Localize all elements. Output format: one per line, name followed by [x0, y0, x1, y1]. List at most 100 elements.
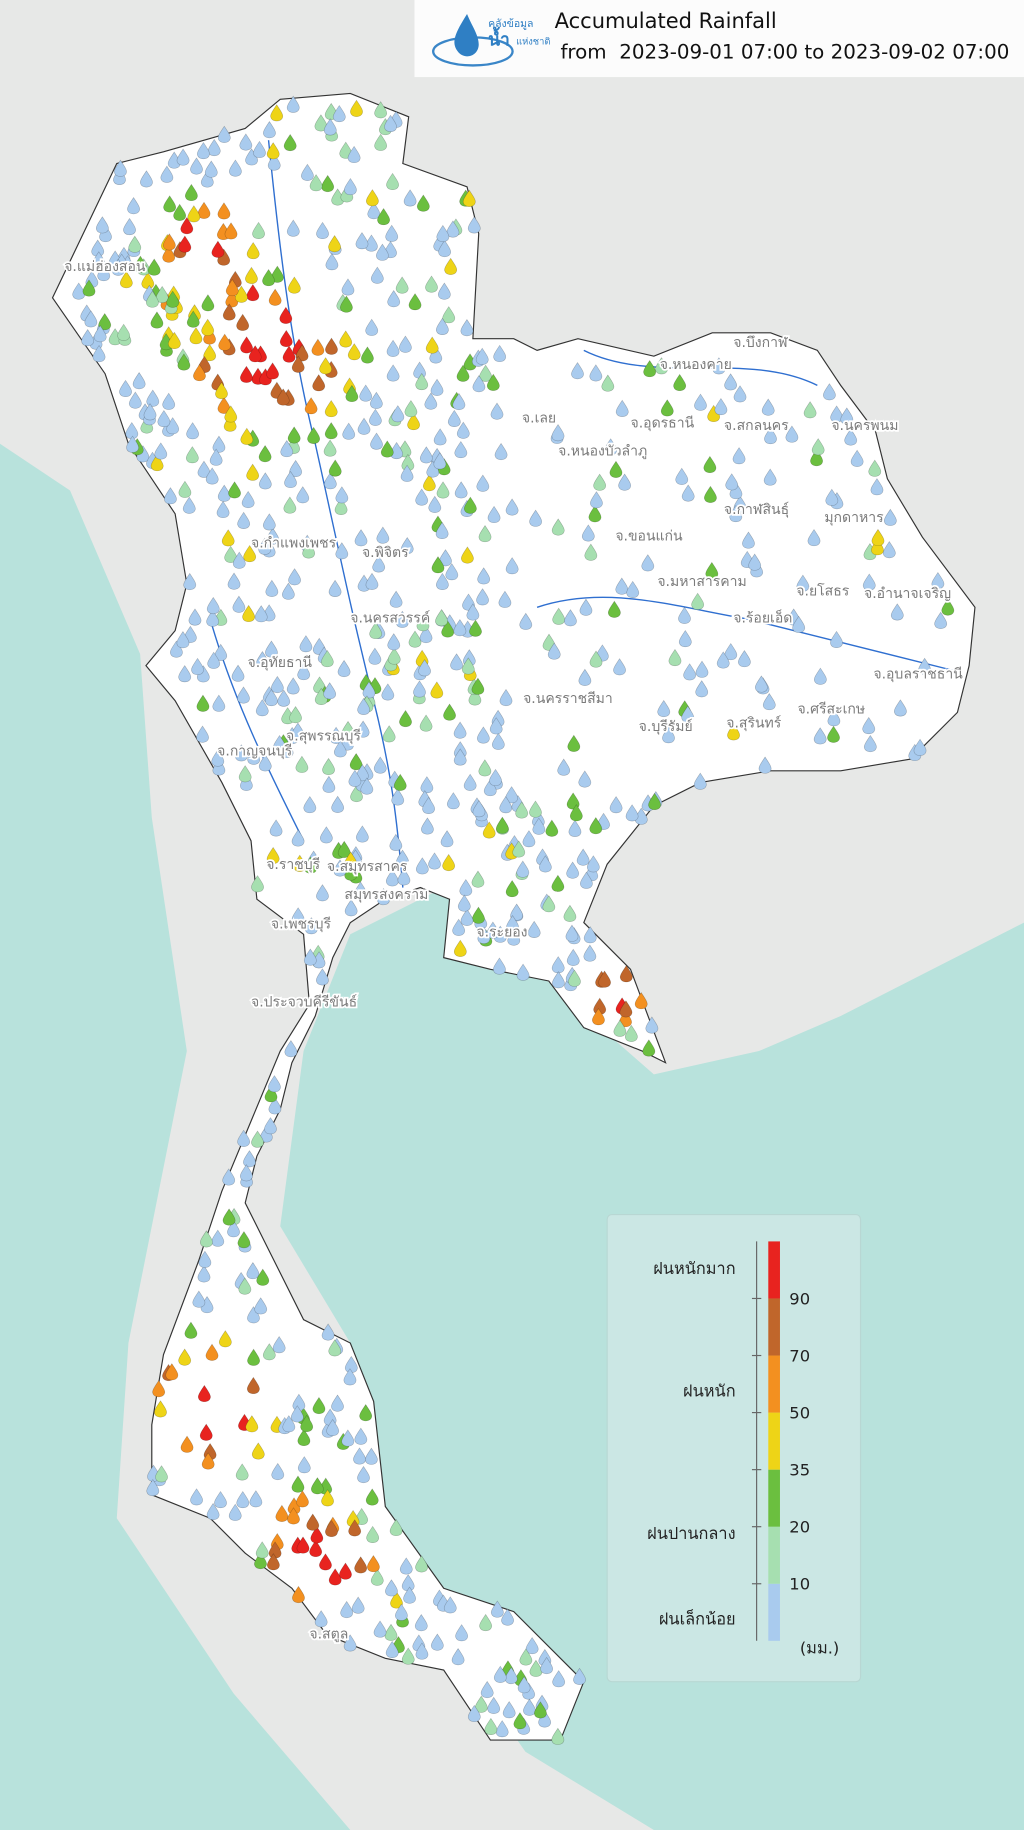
- rain-station: [435, 317, 449, 335]
- rain-station: [443, 1596, 457, 1614]
- rain-station: [354, 1556, 368, 1574]
- rain-station: [589, 650, 603, 668]
- rain-station: [505, 498, 519, 516]
- rain-station: [344, 177, 357, 196]
- rain-station: [516, 963, 530, 981]
- rain-station: [227, 572, 241, 590]
- rain-station: [486, 373, 500, 391]
- rain-station: [619, 1010, 632, 1028]
- rain-station: [732, 447, 746, 465]
- rain-station: [648, 792, 662, 810]
- rain-station: [291, 829, 305, 847]
- rain-station: [422, 474, 436, 492]
- rain-station: [678, 629, 692, 648]
- rain-station: [309, 1539, 323, 1557]
- rain-station: [469, 619, 482, 637]
- legend-class: ฝนเล็กน้อย: [659, 1608, 736, 1628]
- rain-station: [324, 422, 338, 440]
- rain-station: [369, 621, 383, 640]
- rain-station: [391, 405, 405, 423]
- legend-tick-label: 35: [789, 1460, 810, 1479]
- province-label: จ.ศรีสะเกษ: [797, 702, 865, 718]
- rain-station: [389, 590, 403, 608]
- rain-station: [374, 133, 388, 151]
- rain-station: [154, 1400, 167, 1418]
- rain-station: [246, 463, 260, 481]
- rain-station: [282, 345, 296, 363]
- rain-station: [540, 1656, 554, 1675]
- rain-station: [211, 749, 225, 767]
- rain-station: [264, 1117, 277, 1135]
- rain-station: [754, 675, 768, 693]
- rain-station: [366, 1525, 380, 1544]
- rain-station: [792, 615, 806, 633]
- rain-station: [310, 1526, 324, 1544]
- legend-panel: [606, 1213, 862, 1683]
- title: Accumulated Rainfall: [555, 8, 777, 33]
- rain-station: [162, 392, 176, 410]
- rain-station: [240, 427, 254, 445]
- rain-station: [263, 121, 276, 139]
- rain-station: [764, 426, 777, 445]
- rain-station: [484, 1717, 498, 1735]
- rain-station: [419, 714, 433, 732]
- rain-station: [297, 662, 311, 681]
- rain-station: [225, 278, 239, 297]
- rain-station: [341, 733, 354, 751]
- rain-station: [324, 399, 338, 418]
- rain-station: [763, 468, 777, 486]
- rain-station: [724, 373, 738, 391]
- rain-station: [240, 336, 253, 354]
- rain-station: [117, 323, 131, 341]
- rain-station: [259, 1125, 273, 1143]
- rain-station: [353, 1447, 366, 1465]
- rain-station: [262, 1343, 276, 1361]
- rain-station: [357, 417, 371, 435]
- rain-station: [267, 153, 281, 171]
- rain-station: [471, 870, 485, 888]
- rain-station: [403, 189, 417, 207]
- province-label: จ.นครราชสีมา: [523, 691, 613, 707]
- rain-station: [203, 343, 217, 362]
- rain-station: [442, 306, 456, 324]
- andaman-sea: [0, 443, 351, 1830]
- rain-station: [367, 202, 381, 220]
- rain-station: [205, 1343, 219, 1361]
- logo: คลังข้อมูล น้ำ แห่งชาติ: [432, 14, 550, 67]
- rain-station: [428, 852, 441, 870]
- rain-station: [607, 600, 621, 618]
- rain-station: [197, 460, 211, 478]
- rain-station: [430, 378, 444, 396]
- rain-station: [303, 948, 317, 966]
- rain-station: [300, 1414, 314, 1432]
- rain-station: [323, 118, 337, 136]
- rain-station: [459, 878, 473, 897]
- rain-station: [538, 855, 552, 873]
- rain-station: [463, 496, 477, 514]
- rain-station: [588, 505, 602, 523]
- rain-station: [712, 357, 726, 375]
- rain-station: [408, 630, 422, 648]
- rain-station: [321, 1489, 334, 1507]
- rain-station: [185, 446, 199, 464]
- province-label: จ.มหาสารคาม: [657, 574, 746, 590]
- rain-station: [222, 1168, 236, 1186]
- rain-station: [683, 663, 697, 681]
- rain-station: [343, 1634, 357, 1652]
- rain-station: [95, 216, 109, 234]
- rain-station: [284, 470, 297, 489]
- rain-station: [214, 643, 228, 661]
- rain-station: [693, 772, 707, 790]
- rain-station: [691, 592, 705, 610]
- province-label: จ.เพชรบุรี: [271, 916, 332, 932]
- rain-station: [217, 396, 231, 414]
- province-label: จ.บุรีรัมย์: [639, 718, 693, 735]
- rain-station: [893, 699, 907, 717]
- rain-station: [844, 428, 858, 446]
- rain-station: [355, 764, 369, 782]
- rain-station: [271, 1462, 285, 1481]
- rain-station: [422, 796, 435, 815]
- rain-station: [187, 205, 201, 223]
- rain-station: [265, 688, 278, 707]
- rain-station: [466, 603, 480, 621]
